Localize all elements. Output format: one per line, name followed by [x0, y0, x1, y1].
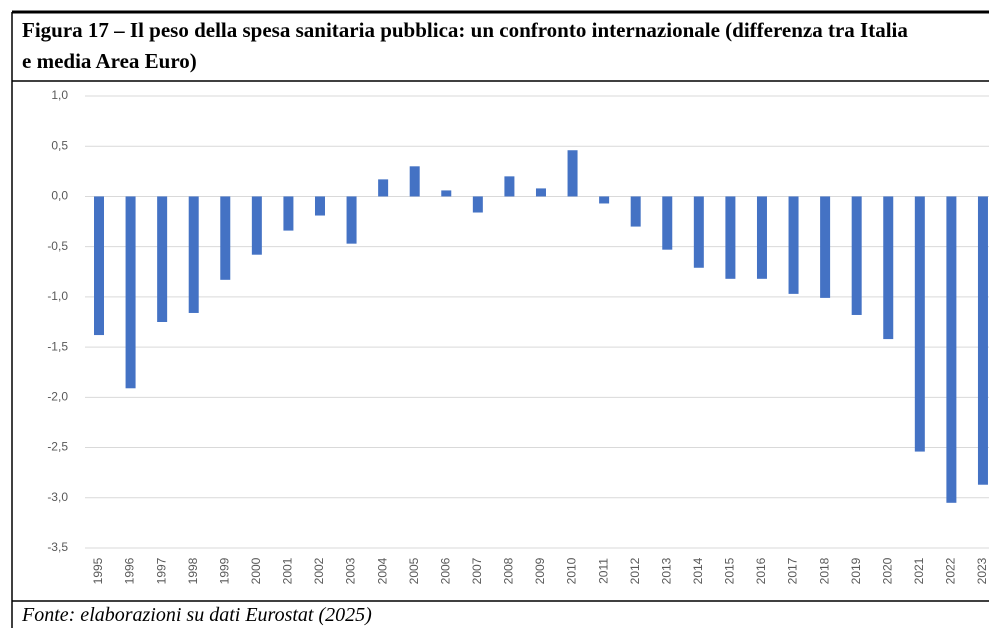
x-tick-label: 2006	[438, 557, 452, 584]
x-tick-label: 2003	[344, 557, 358, 584]
x-tick-label: 2008	[502, 557, 516, 584]
x-tick-label: 2011	[596, 558, 610, 584]
x-tick-label: 2013	[659, 557, 673, 584]
bar	[535, 188, 546, 197]
y-tick-label: -1,5	[47, 339, 68, 353]
bar	[883, 196, 894, 340]
bar	[567, 150, 578, 197]
bar	[630, 196, 641, 227]
y-tick-label: 0,0	[51, 189, 68, 203]
bar	[756, 196, 767, 279]
x-tick-label: 2001	[281, 557, 295, 584]
bar	[220, 196, 231, 280]
bar	[346, 196, 357, 244]
bar	[94, 196, 104, 336]
bar	[946, 196, 957, 503]
x-tick-label: 1997	[154, 557, 168, 584]
x-tick-label: 1996	[123, 557, 137, 584]
x-tick-label: 2020	[880, 557, 894, 584]
x-tick-label: 2015	[723, 557, 737, 584]
bar	[693, 196, 704, 268]
bar	[662, 196, 673, 250]
bar	[378, 179, 389, 197]
bar	[251, 196, 262, 255]
x-tick-label: 2021	[912, 557, 926, 584]
bar	[157, 196, 168, 322]
bar	[125, 196, 136, 389]
bar	[725, 196, 736, 279]
source-note: Fonte: elaborazioni su dati Eurostat (20…	[22, 604, 372, 626]
bar	[599, 196, 610, 204]
bar	[788, 196, 799, 294]
y-tick-label: -0,5	[47, 239, 68, 253]
bar	[188, 196, 199, 313]
x-tick-label: 2000	[249, 557, 263, 584]
y-tick-label: 0,5	[51, 138, 68, 152]
x-tick-label: 2017	[786, 557, 800, 584]
x-tick-label: 2018	[817, 557, 831, 584]
x-tick-label: 2009	[533, 557, 547, 584]
bar	[472, 196, 483, 213]
y-tick-label: -3,0	[47, 490, 68, 504]
chart-title: Figura 17 – Il peso della spesa sanitari…	[22, 18, 908, 73]
bar	[283, 196, 294, 231]
bar	[914, 196, 925, 452]
bar	[977, 196, 988, 485]
bar	[441, 190, 452, 197]
y-tick-label: -2,5	[47, 440, 68, 454]
y-tick-label: -1,0	[47, 289, 68, 303]
x-tick-label: 2022	[944, 557, 958, 584]
bar	[314, 196, 325, 216]
x-tick-label: 2023	[975, 557, 989, 584]
y-tick-label: -3,5	[47, 540, 68, 554]
x-tick-label: 2012	[628, 557, 642, 584]
y-tick-label: 1,0	[51, 88, 68, 102]
x-tick-label: 2019	[849, 557, 863, 584]
x-tick-label: 2016	[754, 557, 768, 584]
bar	[851, 196, 862, 315]
x-tick-label: 2010	[565, 557, 579, 584]
x-tick-label: 1998	[186, 557, 200, 584]
y-tick-label: -2,0	[47, 390, 68, 404]
x-tick-label: 2005	[407, 557, 421, 584]
bar	[504, 176, 515, 197]
x-tick-label: 2014	[691, 557, 705, 584]
bar	[409, 166, 420, 197]
x-tick-label: 1995	[91, 557, 105, 584]
x-tick-label: 2002	[312, 557, 326, 584]
x-tick-label: 1999	[217, 557, 231, 584]
x-tick-label: 2007	[470, 557, 484, 584]
x-tick-label: 2004	[375, 557, 389, 584]
bar	[820, 196, 831, 298]
